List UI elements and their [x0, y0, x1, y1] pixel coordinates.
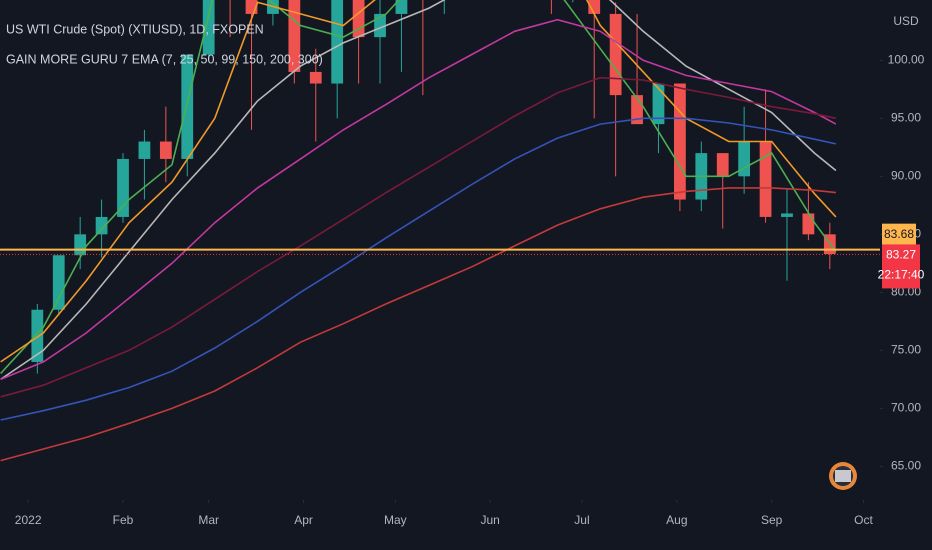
candle-body — [374, 13, 386, 38]
candle-body — [652, 83, 665, 125]
candle-body — [738, 141, 751, 177]
y-tick-label: 90.00 — [891, 169, 921, 183]
candle-body — [138, 141, 151, 159]
candle-body — [117, 158, 129, 217]
y-tick-label: 75.00 — [891, 343, 921, 357]
chart-title: US WTI Crude (Spot) (XTIUSD), 1D, FXOPEN — [6, 22, 264, 36]
x-tick-label: Feb — [113, 513, 134, 527]
candle-body — [781, 213, 793, 217]
indicator-label: GAIN MORE GURU 7 EMA (7, 25, 50, 99, 150… — [6, 52, 323, 66]
x-tick-label: Sep — [761, 513, 783, 527]
x-tick-label: May — [384, 513, 407, 527]
candle-body — [716, 153, 729, 177]
plot-area — [0, 0, 883, 467]
x-tick-label: Jul — [574, 513, 589, 527]
ema-line — [0, 0, 837, 363]
x-tick-label: Apr — [294, 513, 313, 527]
candle-body — [31, 309, 44, 362]
price-badge — [882, 244, 920, 289]
ema-line — [0, 76, 837, 398]
ema-line — [0, 0, 837, 375]
candle-body — [245, 0, 258, 14]
ema-line — [0, 117, 837, 421]
candle-body — [95, 216, 108, 235]
candle-body — [74, 234, 87, 256]
candle-body — [609, 13, 622, 96]
candle-body — [673, 83, 686, 200]
candle-body — [631, 95, 643, 125]
flag-icon — [829, 462, 857, 490]
y-tick-label: 100.00 — [888, 52, 925, 66]
candle-body — [52, 255, 65, 310]
candle-body — [202, 0, 215, 55]
y-tick-label: 95.00 — [891, 111, 921, 125]
price-badge — [882, 223, 916, 246]
candle-body — [759, 141, 772, 217]
x-tick-label: Aug — [666, 513, 687, 527]
ema-line — [0, 187, 836, 462]
y-tick-label: 65.00 — [891, 459, 921, 473]
candle-body — [802, 213, 815, 235]
currency-label: USD — [893, 14, 919, 28]
candle-body — [288, 0, 301, 72]
candle-body — [181, 54, 194, 159]
candle-body — [588, 0, 601, 14]
icon-flag — [835, 470, 851, 482]
x-tick-label: Oct — [854, 513, 873, 527]
x-tick-label: Jun — [481, 513, 500, 527]
x-tick-label: 2022 — [15, 513, 42, 527]
price-badge-label: 83.68 — [884, 227, 914, 241]
candle-body — [309, 71, 322, 84]
price-badge-label: 83.27 — [886, 248, 916, 262]
ema-line — [0, 18, 837, 381]
y-tick-label: 70.00 — [891, 401, 921, 415]
candle-body — [395, 0, 408, 14]
countdown-label: 22:17:40 — [878, 268, 925, 282]
candle-body — [331, 0, 344, 84]
candle-body — [352, 0, 365, 38]
candle-body — [159, 141, 172, 159]
x-tick-label: Mar — [198, 513, 219, 527]
